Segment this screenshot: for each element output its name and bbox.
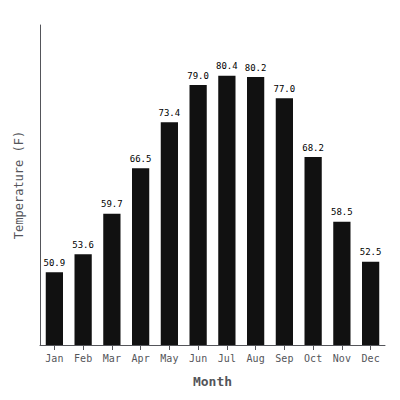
svg-text:Month: Month bbox=[193, 374, 232, 389]
svg-text:80.4: 80.4 bbox=[216, 61, 238, 71]
svg-text:Mar: Mar bbox=[103, 353, 121, 364]
svg-text:Nov: Nov bbox=[333, 353, 351, 364]
svg-text:Sep: Sep bbox=[275, 353, 293, 364]
svg-text:Feb: Feb bbox=[74, 353, 92, 364]
svg-text:52.5: 52.5 bbox=[360, 247, 382, 257]
svg-text:77.0: 77.0 bbox=[274, 84, 296, 94]
svg-text:Jan: Jan bbox=[45, 353, 63, 364]
svg-text:50.9: 50.9 bbox=[44, 258, 66, 268]
svg-text:66.5: 66.5 bbox=[130, 154, 152, 164]
svg-text:Apr: Apr bbox=[132, 353, 150, 364]
svg-text:68.2: 68.2 bbox=[302, 143, 324, 153]
svg-text:79.0: 79.0 bbox=[187, 71, 209, 81]
svg-text:73.4: 73.4 bbox=[159, 108, 181, 118]
svg-text:Jun: Jun bbox=[189, 353, 207, 364]
svg-text:53.6: 53.6 bbox=[72, 240, 94, 250]
svg-text:58.5: 58.5 bbox=[331, 207, 353, 217]
svg-text:59.7: 59.7 bbox=[101, 199, 123, 209]
svg-text:Oct: Oct bbox=[304, 353, 322, 364]
svg-text:Aug: Aug bbox=[247, 353, 265, 364]
svg-text:80.2: 80.2 bbox=[245, 63, 267, 73]
svg-text:Jul: Jul bbox=[218, 353, 236, 364]
svg-text:May: May bbox=[160, 353, 178, 364]
svg-text:Temperature (F): Temperature (F) bbox=[12, 131, 26, 239]
svg-text:Dec: Dec bbox=[362, 353, 380, 364]
